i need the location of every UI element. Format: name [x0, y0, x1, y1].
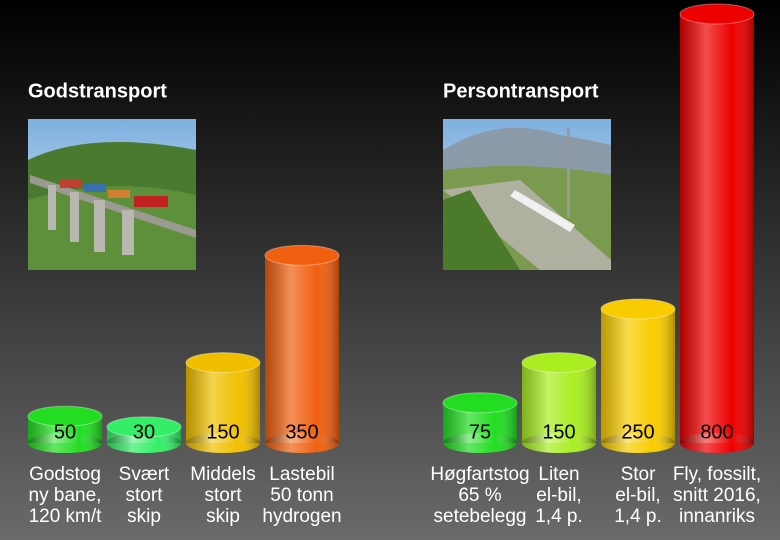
category-label: Stor	[621, 464, 657, 485]
category-label: stort	[205, 485, 243, 506]
category-label: 1,4 p.	[614, 506, 662, 527]
bar-top	[27, 405, 103, 427]
category-label: 65 %	[458, 485, 501, 506]
bar-top	[264, 244, 340, 266]
value-label: 350	[285, 421, 318, 443]
category-label: Fly, fossilt,	[673, 464, 761, 485]
bar-top	[600, 298, 676, 320]
value-label: 800	[700, 421, 733, 443]
bar-top	[521, 352, 597, 374]
value-label: 150	[206, 421, 239, 443]
value-label: 75	[469, 421, 491, 443]
bar-top	[106, 416, 182, 438]
bar-shade	[265, 255, 339, 443]
category-label: Svært	[119, 464, 170, 485]
category-label: Middels	[190, 464, 255, 485]
category-label: innanriks	[679, 506, 755, 527]
category-label: Liten	[538, 464, 579, 485]
bar-shade	[522, 362, 596, 443]
category-label: stort	[126, 485, 164, 506]
category-label: el-bil,	[536, 485, 581, 506]
category-label: skip	[206, 506, 240, 527]
category-label: snitt 2016,	[673, 485, 761, 506]
value-label: 50	[54, 421, 76, 443]
category-label: Lastebil	[269, 464, 335, 485]
bar-shade	[680, 14, 754, 443]
category-label: skip	[127, 506, 161, 527]
category-label: setebelegg	[434, 506, 527, 527]
bar-top	[442, 392, 518, 414]
photo-freight-train	[28, 119, 196, 270]
category-label: 50 tonn	[270, 485, 333, 506]
category-label: hydrogen	[262, 506, 341, 527]
value-label: 30	[133, 421, 155, 443]
category-label: Godstog	[29, 464, 101, 485]
photo-high-speed-train	[443, 119, 611, 271]
value-label: 150	[542, 421, 575, 443]
chart-title: Godstransport	[28, 80, 167, 102]
bar-top	[185, 352, 261, 374]
value-label: 250	[621, 421, 654, 443]
bar-shade	[186, 362, 260, 443]
category-label: el-bil,	[615, 485, 660, 506]
category-label: 120 km/t	[29, 506, 103, 527]
category-label: Høgfartstog	[430, 464, 529, 485]
category-label: 1,4 p.	[535, 506, 583, 527]
chart-title: Persontransport	[443, 80, 599, 102]
bar-top	[679, 3, 755, 25]
category-label: ny bane,	[29, 485, 102, 506]
bar-shade	[601, 308, 675, 443]
